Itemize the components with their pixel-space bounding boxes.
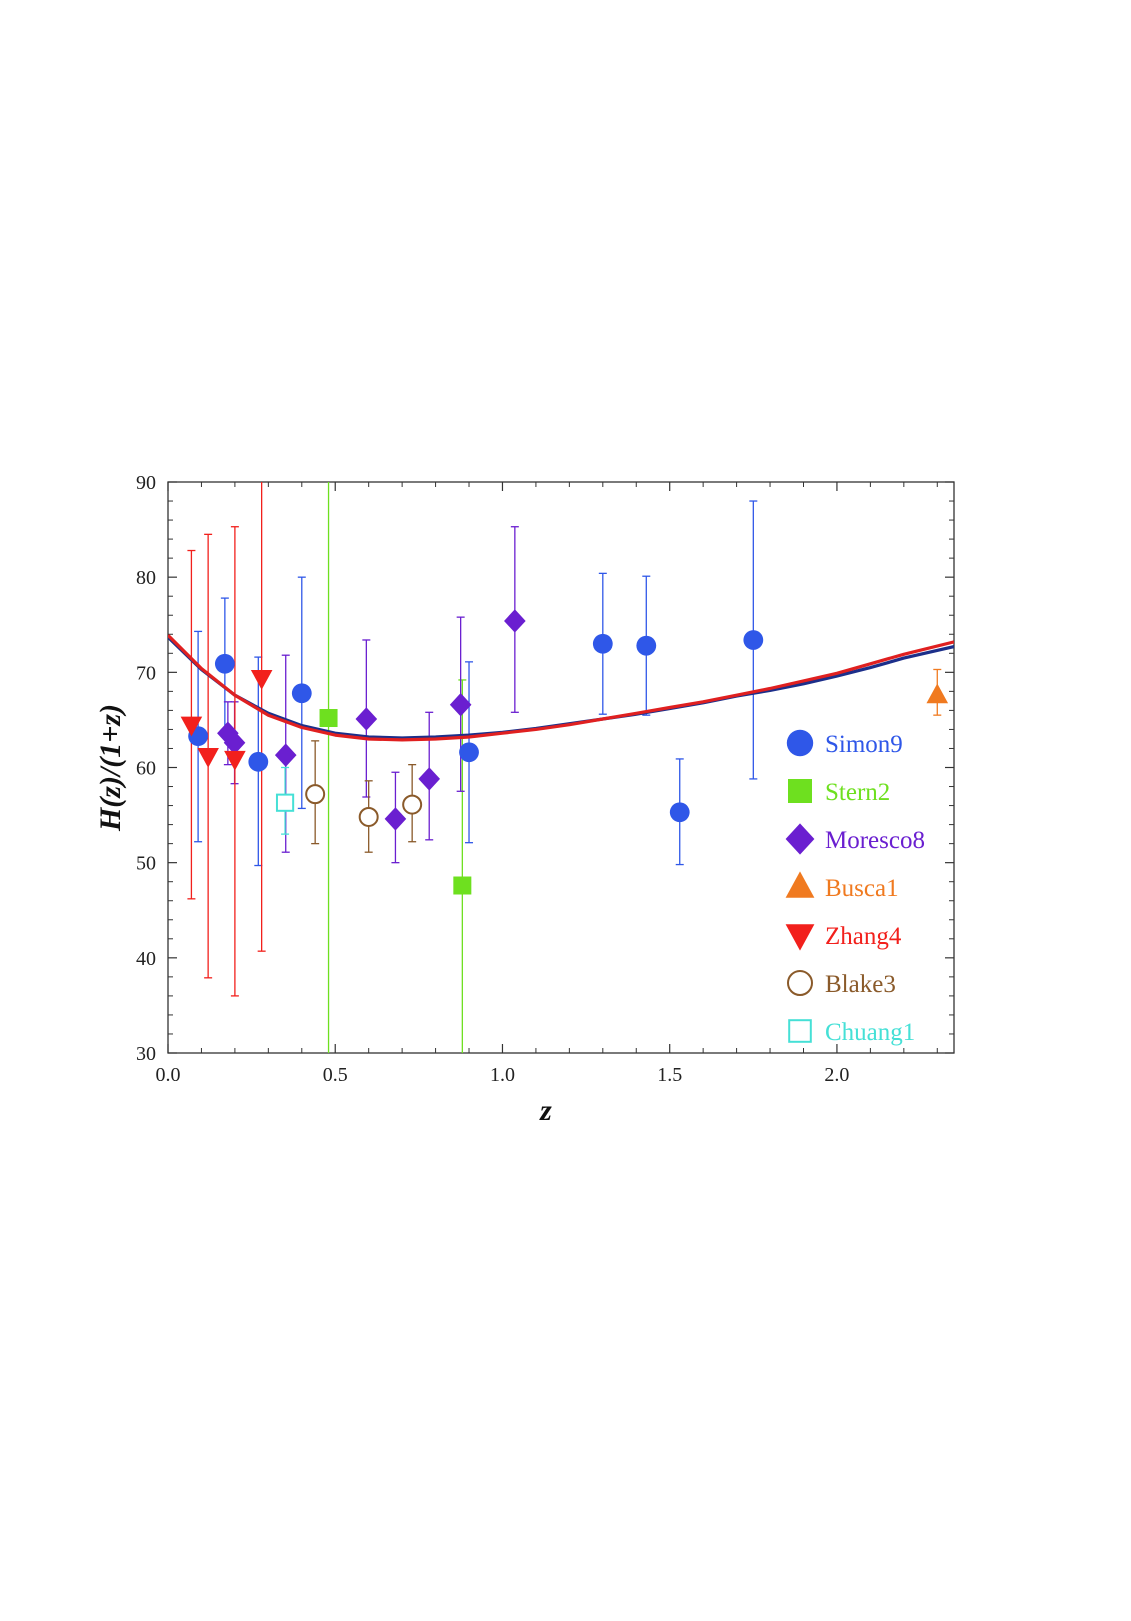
data-point <box>459 742 479 763</box>
data-point <box>319 709 338 728</box>
x-tick-label: 2.0 <box>824 1064 849 1086</box>
data-point <box>504 609 526 633</box>
legend-label: Zhang4 <box>825 923 902 950</box>
data-point <box>384 807 407 831</box>
legend-marker <box>785 924 815 951</box>
data-point <box>355 707 378 731</box>
data-point <box>180 716 203 737</box>
legend-label: Simon9 <box>825 731 903 758</box>
legend-marker <box>786 729 814 757</box>
data-point <box>274 743 297 767</box>
x-tick-label: 0.5 <box>323 1064 348 1086</box>
x-tick-label: 1.5 <box>657 1064 682 1086</box>
markers-zhang4 <box>180 669 273 771</box>
x-axis-title: z <box>539 1094 552 1127</box>
data-point <box>418 767 441 791</box>
legend-label: Chuang1 <box>825 1019 915 1046</box>
data-point <box>592 633 613 654</box>
y-tick-label: 80 <box>136 567 156 589</box>
data-point <box>214 653 235 674</box>
curve-model-red <box>168 634 954 742</box>
legend-marker <box>788 1019 812 1043</box>
data-point <box>358 806 379 827</box>
legend-label: Busca1 <box>825 875 899 902</box>
data-point <box>291 683 312 704</box>
data-point <box>250 669 273 690</box>
legend-marker <box>788 779 812 803</box>
x-tick-label: 0.0 <box>156 1064 181 1086</box>
data-point <box>449 692 472 717</box>
data-point <box>669 802 690 823</box>
markers-busca1 <box>926 683 949 704</box>
plot-area <box>168 482 954 1053</box>
markers-stern2 <box>319 709 472 895</box>
legend-label: Blake3 <box>825 971 896 998</box>
legend <box>785 729 815 1043</box>
data-point <box>223 731 246 755</box>
data-point <box>453 876 472 895</box>
markers-moresco8 <box>217 609 526 831</box>
y-tick-label: 50 <box>136 853 156 875</box>
series-zhang4 <box>187 482 266 997</box>
data-point <box>743 630 764 650</box>
y-tick-label: 40 <box>136 948 156 970</box>
data-point <box>248 751 269 772</box>
data-point <box>402 794 423 815</box>
y-tick-label: 30 <box>136 1043 156 1065</box>
markers-blake3 <box>305 784 423 827</box>
legend-label: Stern2 <box>825 779 890 806</box>
data-point <box>275 793 295 812</box>
data-point <box>197 747 219 768</box>
x-tick-label: 1.0 <box>490 1064 515 1086</box>
legend-marker <box>785 871 815 898</box>
series-stern2 <box>327 482 467 1053</box>
legend-marker <box>787 970 813 996</box>
y-axis-title: H(z)/(1+z) <box>94 704 127 832</box>
markers-simon9 <box>188 630 764 823</box>
data-point <box>926 683 949 704</box>
y-tick-label: 60 <box>136 758 156 780</box>
legend-label: Moresco8 <box>825 827 925 854</box>
data-point <box>636 635 657 656</box>
data-point <box>224 750 246 771</box>
y-tick-label: 90 <box>136 472 156 494</box>
data-point <box>305 784 326 805</box>
y-tick-label: 70 <box>136 662 156 684</box>
markers-chuang1 <box>275 793 295 812</box>
legend-marker <box>785 823 815 855</box>
